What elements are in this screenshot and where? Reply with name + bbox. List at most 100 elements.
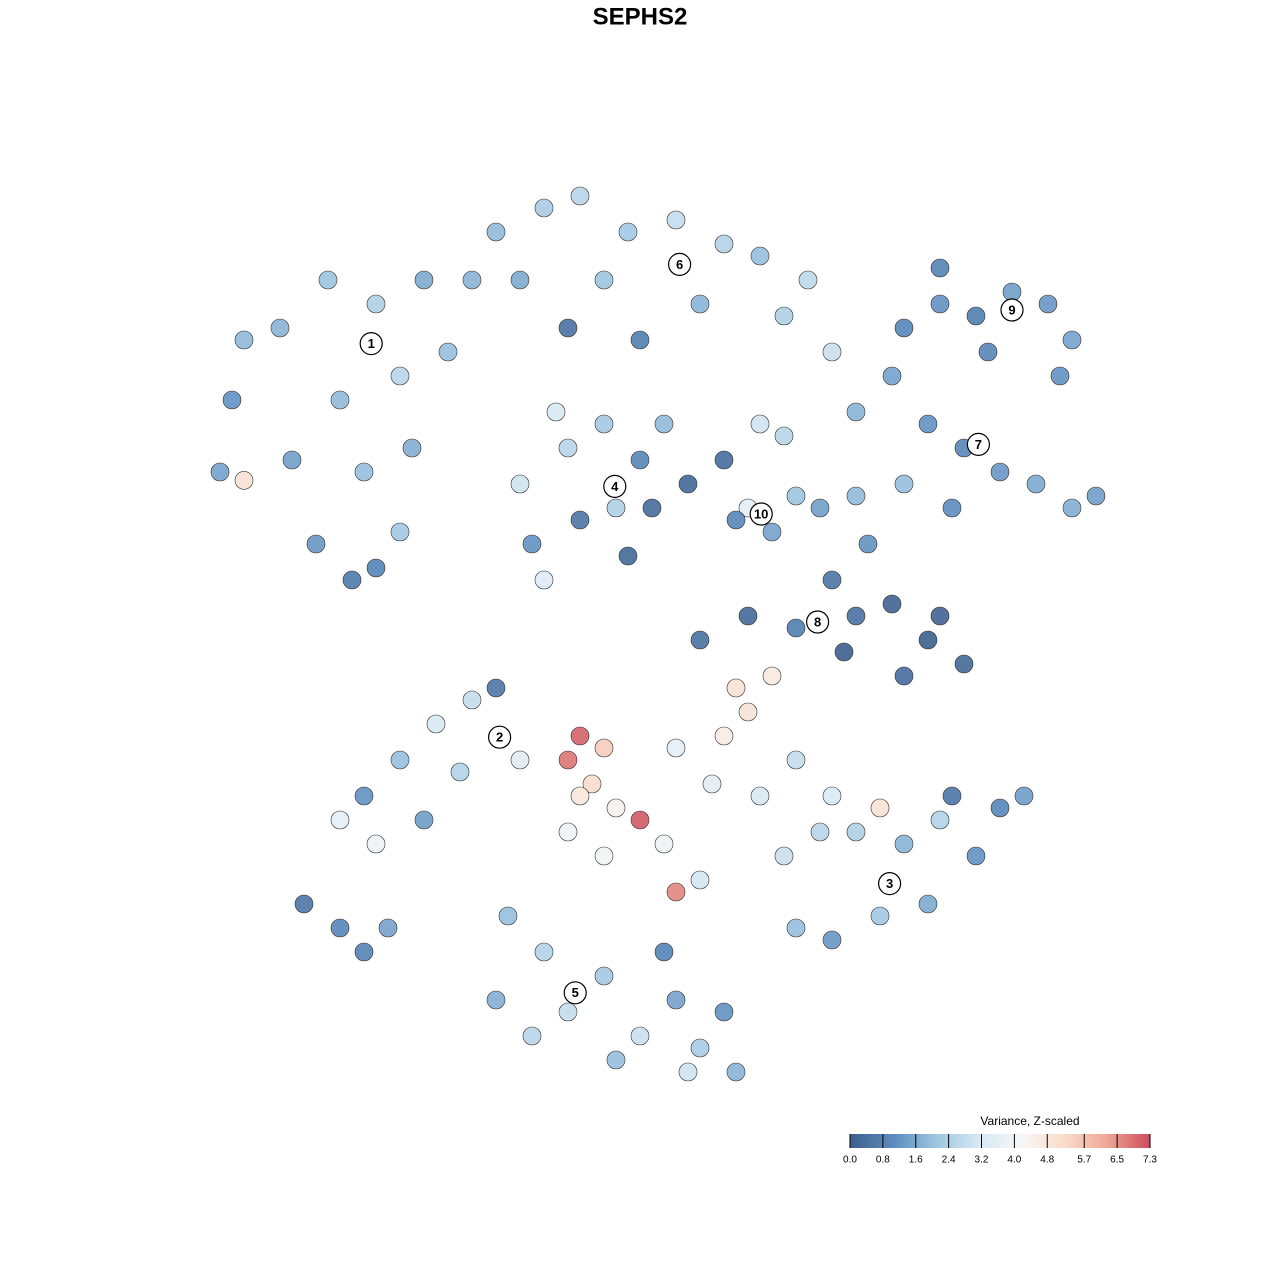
point — [486, 678, 506, 698]
colorbar-segment — [1024, 1134, 1027, 1148]
colorbar-segment — [1042, 1134, 1045, 1148]
point — [846, 486, 866, 506]
point — [558, 1002, 578, 1022]
point — [894, 834, 914, 854]
point — [714, 726, 734, 746]
cluster-label-circle — [488, 725, 512, 749]
cluster-label: 6 — [667, 252, 692, 276]
point — [486, 222, 506, 242]
point — [594, 270, 614, 290]
point — [390, 366, 410, 386]
point — [354, 786, 374, 806]
chart-title: SEPHS2 — [593, 3, 688, 30]
point — [954, 654, 974, 674]
point — [570, 186, 590, 206]
colorbar-segment — [914, 1134, 917, 1148]
point — [726, 510, 746, 530]
point — [1014, 786, 1034, 806]
colorbar-segment — [988, 1134, 991, 1148]
cluster-label-text: 7 — [975, 437, 982, 452]
point — [486, 990, 506, 1010]
colorbar-segment — [976, 1134, 979, 1148]
colorbar-segment — [1114, 1134, 1117, 1148]
colorbar-segment — [990, 1134, 993, 1148]
colorbar-segment — [1044, 1134, 1047, 1148]
colorbar-segment — [1130, 1134, 1133, 1148]
colorbar-segment — [950, 1134, 953, 1148]
point — [786, 918, 806, 938]
point — [390, 522, 410, 542]
colorbar-segment — [1102, 1134, 1105, 1148]
point — [834, 642, 854, 662]
colorbar-segment — [1012, 1134, 1015, 1148]
cluster-label-text: 2 — [496, 730, 503, 745]
colorbar-segment — [1020, 1134, 1023, 1148]
point — [666, 882, 686, 902]
point — [930, 606, 950, 626]
point — [774, 426, 794, 446]
colorbar-segment — [978, 1134, 981, 1148]
colorbar-tick-label: 0.0 — [843, 1155, 857, 1166]
point — [882, 366, 902, 386]
point — [966, 846, 986, 866]
point — [990, 462, 1010, 482]
point — [378, 918, 398, 938]
point — [690, 870, 710, 890]
colorbar-segment — [1128, 1134, 1131, 1148]
colorbar-segment — [1118, 1134, 1121, 1148]
point — [738, 702, 758, 722]
point — [462, 270, 482, 290]
point — [822, 570, 842, 590]
point — [222, 390, 242, 410]
point — [822, 786, 842, 806]
colorbar-segment — [886, 1134, 889, 1148]
colorbar-segment — [1016, 1134, 1019, 1148]
colorbar-segment — [870, 1134, 873, 1148]
colorbar-segment — [1004, 1134, 1007, 1148]
colorbar-segment — [938, 1134, 941, 1148]
colorbar-segment — [1060, 1134, 1063, 1148]
colorbar-segment — [960, 1134, 963, 1148]
cluster-label: 9 — [1000, 298, 1024, 322]
cluster-label: 4 — [603, 474, 627, 498]
colorbar-segment — [956, 1134, 959, 1148]
point — [750, 414, 770, 434]
point — [1062, 498, 1082, 518]
point — [498, 906, 518, 926]
point — [666, 990, 686, 1010]
point — [534, 198, 554, 218]
point — [450, 762, 470, 782]
colorbar-segment — [894, 1134, 897, 1148]
point — [774, 306, 794, 326]
colorbar-segment — [1070, 1134, 1073, 1148]
colorbar-segment — [958, 1134, 961, 1148]
point — [558, 750, 578, 770]
colorbar-segment — [1022, 1134, 1025, 1148]
colorbar-segment — [892, 1134, 895, 1148]
cluster-label-circle — [563, 981, 587, 1005]
point — [594, 966, 614, 986]
point — [942, 498, 962, 518]
colorbar-segment — [1008, 1134, 1011, 1148]
point — [630, 450, 650, 470]
colorbar-segment — [900, 1134, 903, 1148]
colorbar-segment — [944, 1134, 947, 1148]
colorbar-segment — [1078, 1134, 1081, 1148]
point — [966, 306, 986, 326]
colorbar-segment — [1122, 1134, 1125, 1148]
colorbar-segment — [966, 1134, 969, 1148]
colorbar-segment — [902, 1134, 905, 1148]
point — [750, 786, 770, 806]
colorbar-segment — [1140, 1134, 1143, 1148]
cluster-label: 2 — [488, 725, 512, 749]
point — [414, 810, 434, 830]
point — [762, 522, 782, 542]
colorbar-segment — [932, 1134, 935, 1148]
point — [810, 822, 830, 842]
point — [654, 834, 674, 854]
colorbar-segment — [916, 1134, 919, 1148]
colorbar-segment — [1054, 1134, 1057, 1148]
colorbar-segment — [986, 1134, 989, 1148]
colorbar-tick-label: 4.8 — [1040, 1155, 1054, 1166]
colorbar-segment — [860, 1134, 863, 1148]
